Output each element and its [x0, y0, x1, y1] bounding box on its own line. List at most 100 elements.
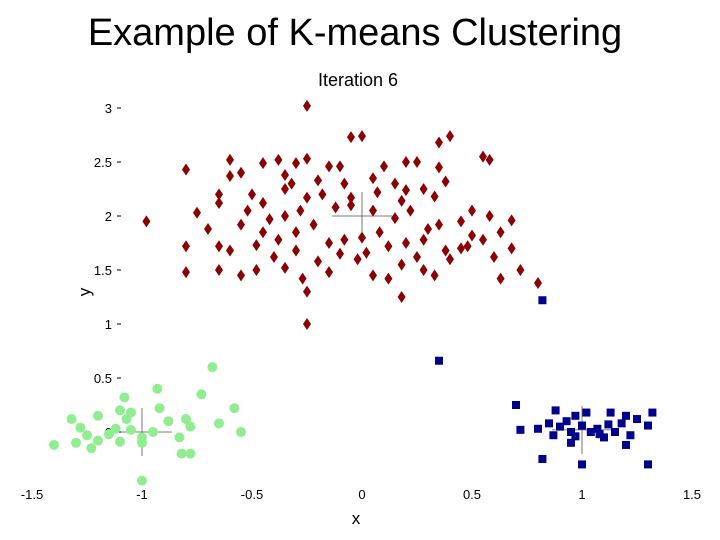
- data-point-cluster-3: [137, 475, 147, 486]
- data-point-cluster-3: [119, 392, 130, 403]
- data-point-cluster-1: [373, 186, 382, 199]
- data-point-cluster-2: [578, 460, 586, 469]
- data-point-cluster-1: [397, 291, 406, 303]
- y-axis: 00.511.522.53: [94, 101, 121, 440]
- y-tick-label: 3: [105, 101, 112, 116]
- data-point-cluster-1: [215, 264, 223, 276]
- data-point-cluster-1: [281, 168, 289, 181]
- data-point-cluster-2: [571, 411, 580, 420]
- data-point-cluster-2: [538, 455, 547, 463]
- data-point-cluster-2: [516, 425, 525, 434]
- data-point-cluster-3: [82, 430, 92, 441]
- data-point-cluster-1: [446, 130, 454, 143]
- data-point-cluster-1: [457, 215, 465, 228]
- data-point-cluster-1: [347, 131, 355, 144]
- data-point-cluster-3: [236, 427, 246, 437]
- x-axis: -2-1.5-1-0.500.511.52: [21, 487, 701, 502]
- data-point-cluster-1: [479, 233, 487, 246]
- data-point-cluster-1: [292, 244, 300, 257]
- data-point-cluster-1: [430, 190, 439, 203]
- data-point-cluster-1: [292, 226, 300, 239]
- data-point-cluster-3: [207, 362, 218, 373]
- data-point-cluster-1: [281, 210, 289, 222]
- data-point-cluster-3: [148, 427, 158, 437]
- data-point-cluster-1: [298, 272, 307, 285]
- data-point-cluster-1: [413, 251, 421, 264]
- data-point-cluster-3: [229, 403, 240, 414]
- x-tick-label: -1: [136, 487, 148, 502]
- data-point-cluster-2: [538, 296, 547, 305]
- data-point-cluster-1: [406, 204, 415, 217]
- data-point-cluster-1: [215, 240, 223, 253]
- data-point-cluster-3: [137, 437, 147, 448]
- x-tick-label: 1.5: [683, 487, 701, 502]
- data-point-cluster-1: [446, 253, 454, 266]
- data-point-cluster-1: [424, 222, 432, 235]
- y-tick-label: 2.5: [94, 155, 112, 170]
- data-point-cluster-1: [182, 240, 190, 253]
- data-point-cluster-3: [115, 436, 125, 447]
- data-point-cluster-3: [176, 448, 187, 459]
- data-point-cluster-3: [110, 423, 121, 434]
- data-point-cluster-2: [578, 421, 586, 430]
- data-point-cluster-2: [606, 408, 615, 417]
- data-point-cluster-1: [516, 264, 525, 276]
- data-point-cluster-2: [604, 420, 613, 429]
- data-point-cluster-1: [325, 160, 333, 173]
- data-point-cluster-1: [507, 242, 516, 255]
- data-point-cluster-1: [226, 244, 234, 257]
- data-point-cluster-2: [567, 428, 575, 436]
- data-point-cluster-1: [375, 226, 384, 239]
- data-point-cluster-2: [644, 421, 652, 430]
- data-point-cluster-2: [512, 401, 520, 409]
- x-tick-label: 0.5: [463, 487, 481, 502]
- data-point-cluster-3: [66, 414, 77, 425]
- data-point-cluster-3: [174, 432, 185, 443]
- data-point-cluster-1: [237, 269, 245, 282]
- data-point-cluster-2: [644, 460, 652, 469]
- data-point-cluster-1: [287, 177, 296, 190]
- data-point-cluster-3: [214, 418, 224, 429]
- data-point-cluster-1: [441, 244, 450, 257]
- data-point-cluster-1: [419, 264, 428, 276]
- data-point-cluster-3: [126, 424, 136, 435]
- data-point-cluster-1: [331, 201, 340, 214]
- data-point-cluster-1: [204, 222, 212, 235]
- data-point-cluster-1: [479, 150, 487, 163]
- data-point-cluster-1: [358, 130, 366, 143]
- data-point-cluster-1: [397, 194, 406, 207]
- data-point-cluster-1: [468, 229, 476, 242]
- data-point-cluster-1: [402, 237, 410, 249]
- data-point-cluster-1: [463, 240, 472, 253]
- data-point-cluster-1: [485, 153, 494, 166]
- data-point-cluster-1: [340, 177, 349, 190]
- data-point-cluster-1: [457, 242, 465, 255]
- data-point-cluster-3: [93, 410, 103, 421]
- data-points: [49, 99, 657, 486]
- data-point-cluster-1: [325, 266, 333, 279]
- data-point-cluster-1: [303, 285, 311, 298]
- data-point-cluster-3: [152, 383, 163, 394]
- data-point-cluster-1: [265, 213, 274, 226]
- data-point-cluster-1: [336, 160, 344, 173]
- data-point-cluster-1: [435, 218, 443, 231]
- data-point-cluster-1: [441, 175, 450, 188]
- data-point-cluster-1: [309, 218, 318, 231]
- data-point-cluster-1: [259, 157, 267, 170]
- data-point-cluster-3: [181, 414, 191, 425]
- data-point-cluster-2: [551, 406, 560, 415]
- data-point-cluster-1: [281, 183, 289, 195]
- data-point-cluster-1: [435, 136, 443, 149]
- data-point-cluster-1: [318, 188, 327, 201]
- data-point-cluster-1: [369, 172, 377, 185]
- data-point-cluster-1: [274, 233, 283, 246]
- data-point-cluster-1: [259, 226, 267, 239]
- data-point-cluster-1: [303, 318, 311, 330]
- data-point-cluster-1: [391, 177, 399, 190]
- data-point-cluster-2: [545, 419, 553, 428]
- data-point-cluster-1: [296, 204, 305, 217]
- data-point-cluster-3: [93, 435, 103, 446]
- data-point-cluster-2: [549, 431, 558, 440]
- data-point-cluster-1: [369, 269, 377, 282]
- data-point-cluster-1: [384, 240, 393, 253]
